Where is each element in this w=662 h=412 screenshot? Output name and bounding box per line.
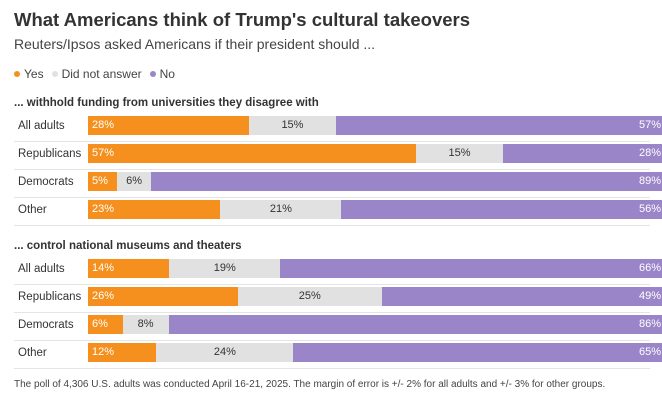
data-label: 49% [638,290,661,302]
data-label: 12% [92,346,115,358]
bar-segment-did-not-answer: 25% [237,287,382,306]
row-divider [14,225,650,226]
category-label: Democrats [18,176,74,188]
bar-segment-did-not-answer: 21% [220,200,342,219]
legend-swatch-yes [14,71,20,77]
category-label: Other [18,204,47,216]
data-label: 5% [92,175,108,187]
data-label: 57% [92,147,115,159]
bar-segment-did-not-answer: 15% [249,116,336,135]
row-divider [14,312,650,313]
data-label: 24% [213,346,236,358]
bar-segment-no: 65% [293,343,662,362]
data-label: 6% [126,175,143,187]
data-label: 8% [137,318,154,330]
legend: Yes Did not answer No [14,67,183,81]
data-label: 25% [298,290,321,302]
data-label: 21% [269,203,292,215]
row-divider [14,340,650,341]
stacked-bar: 6% 8% 86% [88,315,662,334]
legend-label-yes: Yes [24,67,44,81]
bar-segment-yes: 26% [88,287,238,306]
data-label: 15% [281,119,304,131]
row-divider [14,141,650,142]
data-label: 56% [638,203,661,215]
bar-row: Other 12% 24% 65% [14,341,662,369]
data-label: 23% [92,203,115,215]
legend-item-no: No [149,67,175,81]
chart-title: What Americans think of Trump's cultural… [14,9,471,30]
row-divider [14,169,650,170]
legend-swatch-no [149,71,156,77]
data-label: 6% [92,318,108,330]
bar-segment-no: 28% [502,144,662,163]
category-label: Republicans [18,148,82,160]
category-label: All adults [18,120,65,132]
bar-row: Democrats 5% 6% 89% [14,170,662,198]
bar-segment-yes: 57% [88,144,417,163]
bar-row: Republicans 57% 15% 28% [14,142,662,170]
data-label: 57% [638,119,661,131]
stacked-bar: 14% 19% 66% [88,259,662,278]
stacked-bar: 5% 6% 89% [88,172,662,191]
row-divider [14,368,650,369]
data-label: 15% [448,147,471,159]
stacked-bar: 28% 15% 57% [88,116,662,135]
bar-segment-did-not-answer: 8% [122,315,169,334]
bar-row: Republicans 26% 25% 49% [14,285,662,313]
data-label: 26% [92,290,115,302]
stacked-bar: 26% 25% 49% [88,287,662,306]
stacked-bar: 57% 15% 28% [88,144,662,163]
data-label: 19% [213,262,236,274]
data-label: 28% [638,147,661,159]
data-label: 65% [638,346,661,358]
bar-segment-did-not-answer: 6% [116,172,152,191]
bar-segment-did-not-answer: 24% [156,343,294,362]
bar-segment-no: 89% [151,172,662,191]
bar-row: Other 23% 21% 56% [14,198,662,226]
bar-row: Democrats 6% 8% 86% [14,313,662,341]
bar-segment-yes: 14% [88,259,170,278]
footnote: The poll of 4,306 U.S. adults was conduc… [14,379,606,390]
bar-segment-yes: 23% [88,200,221,219]
bar-segment-no: 86% [168,315,662,334]
bar-segment-yes: 6% [88,315,123,334]
chart-subtitle: Reuters/Ipsos asked Americans if their p… [14,36,376,52]
bar-segment-no: 66% [280,259,662,278]
bar-segment-did-not-answer: 19% [169,259,280,278]
bar-row: All adults 28% 15% 57% [14,114,662,142]
bar-segment-no: 56% [341,200,662,219]
bar-segment-yes: 5% [88,172,117,191]
bar-segment-no: 57% [335,116,662,135]
data-label: 89% [638,175,661,187]
legend-swatch-did-not-answer [51,71,58,77]
data-label: 66% [638,262,661,274]
bar-segment-yes: 12% [88,343,157,362]
legend-label-no: No [159,67,175,81]
bar-segment-did-not-answer: 15% [416,144,503,163]
row-divider [14,284,650,285]
legend-item-did-not-answer: Did not answer [51,67,142,81]
panel-title: ... control national museums and theater… [14,240,242,252]
legend-label-did-not-answer: Did not answer [61,67,142,81]
data-label: 86% [638,318,661,330]
category-label: Democrats [18,319,74,331]
bar-segment-no: 49% [381,287,662,306]
category-label: All adults [18,263,65,275]
bar-row: All adults 14% 19% 66% [14,257,662,285]
category-label: Republicans [18,291,82,303]
category-label: Other [18,347,47,359]
bar-segment-yes: 28% [88,116,250,135]
data-label: 14% [92,262,115,274]
stacked-bar: 12% 24% 65% [88,343,662,362]
legend-item-yes: Yes [14,67,44,81]
stacked-bar: 23% 21% 56% [88,200,662,219]
row-divider [14,197,650,198]
data-label: 28% [92,119,115,131]
panel-title: ... withhold funding from universities t… [14,97,319,109]
